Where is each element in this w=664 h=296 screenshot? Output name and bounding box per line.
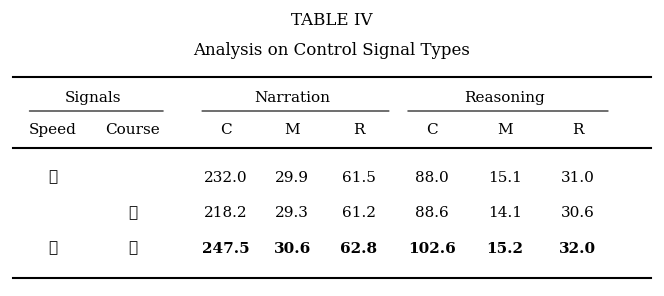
Text: 232.0: 232.0 [204, 170, 248, 185]
Text: ✓: ✓ [128, 242, 137, 256]
Text: ✓: ✓ [128, 206, 137, 220]
Text: R: R [353, 123, 365, 137]
Text: 62.8: 62.8 [340, 242, 377, 256]
Text: M: M [284, 123, 300, 137]
Text: Signals: Signals [64, 91, 122, 105]
Text: Narration: Narration [254, 91, 330, 105]
Text: TABLE IV: TABLE IV [291, 12, 373, 29]
Text: R: R [572, 123, 584, 137]
Text: 32.0: 32.0 [559, 242, 596, 256]
Text: 30.6: 30.6 [560, 206, 595, 220]
Text: 30.6: 30.6 [274, 242, 311, 256]
Text: Analysis on Control Signal Types: Analysis on Control Signal Types [194, 42, 470, 59]
Text: C: C [426, 123, 438, 137]
Text: 15.1: 15.1 [487, 170, 522, 185]
Text: ✓: ✓ [48, 170, 58, 185]
Text: 61.5: 61.5 [341, 170, 376, 185]
Text: 15.2: 15.2 [486, 242, 523, 256]
Text: 14.1: 14.1 [487, 206, 522, 220]
Text: 29.9: 29.9 [275, 170, 309, 185]
Text: 88.6: 88.6 [415, 206, 448, 220]
Text: 218.2: 218.2 [204, 206, 248, 220]
Text: 88.0: 88.0 [415, 170, 448, 185]
Text: 29.3: 29.3 [275, 206, 309, 220]
Text: 31.0: 31.0 [560, 170, 595, 185]
Text: 102.6: 102.6 [408, 242, 456, 256]
Text: ✓: ✓ [48, 242, 58, 256]
Text: M: M [497, 123, 513, 137]
Text: Course: Course [106, 123, 160, 137]
Text: Reasoning: Reasoning [464, 91, 545, 105]
Text: Speed: Speed [29, 123, 77, 137]
Text: 247.5: 247.5 [202, 242, 250, 256]
Text: C: C [220, 123, 232, 137]
Text: 61.2: 61.2 [341, 206, 376, 220]
